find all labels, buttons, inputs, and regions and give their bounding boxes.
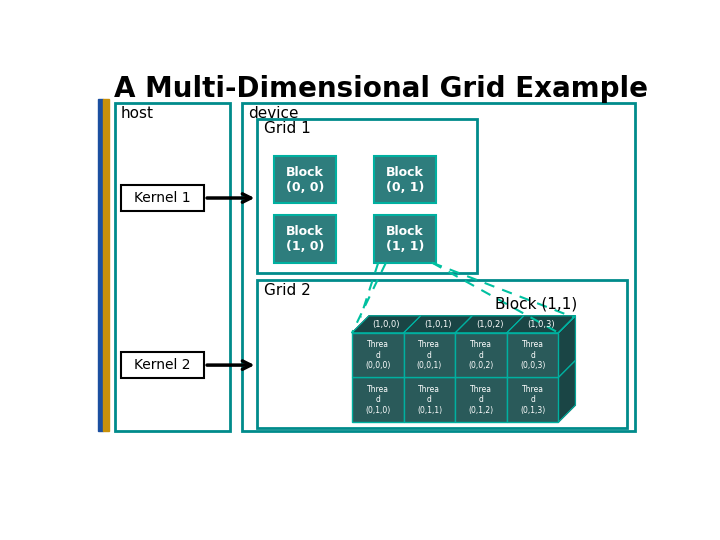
Text: host: host <box>121 106 154 120</box>
Bar <box>257 280 627 428</box>
Bar <box>352 333 404 377</box>
Bar <box>404 333 455 377</box>
Text: Block
(0, 0): Block (0, 0) <box>286 166 324 193</box>
Bar <box>352 377 404 422</box>
Bar <box>404 377 455 422</box>
Polygon shape <box>559 316 575 333</box>
Text: Threa
d
(0,0,3): Threa d (0,0,3) <box>520 340 545 370</box>
Polygon shape <box>559 316 575 377</box>
Polygon shape <box>352 316 420 333</box>
Bar <box>242 103 634 430</box>
Text: A Multi-Dimensional Grid Example: A Multi-Dimensional Grid Example <box>114 75 647 103</box>
Bar <box>455 377 507 422</box>
Text: Block
(1, 0): Block (1, 0) <box>286 225 324 253</box>
Bar <box>257 119 477 273</box>
Bar <box>115 103 230 430</box>
Polygon shape <box>507 316 575 333</box>
Bar <box>507 377 559 422</box>
Text: Threa
d
(0,1,2): Threa d (0,1,2) <box>469 385 494 415</box>
Bar <box>121 185 204 211</box>
Text: (1,0,3): (1,0,3) <box>527 320 555 329</box>
Bar <box>455 333 507 377</box>
Bar <box>374 156 436 204</box>
Text: Kernel 2: Kernel 2 <box>135 358 191 372</box>
Text: Threa
d
(0,0,2): Threa d (0,0,2) <box>469 340 494 370</box>
Polygon shape <box>455 316 523 333</box>
Text: Kernel 1: Kernel 1 <box>135 191 191 205</box>
Bar <box>274 156 336 204</box>
Text: (1,0,2): (1,0,2) <box>476 320 503 329</box>
Text: Block (1,1): Block (1,1) <box>495 297 577 312</box>
Bar <box>104 99 109 430</box>
Polygon shape <box>559 361 575 422</box>
Text: device: device <box>248 106 299 120</box>
Text: Block
(0, 1): Block (0, 1) <box>386 166 424 193</box>
Text: Threa
d
(0,0,1): Threa d (0,0,1) <box>417 340 442 370</box>
Text: Block
(1, 1): Block (1, 1) <box>386 225 424 253</box>
Text: Grid 1: Grid 1 <box>264 121 310 136</box>
Text: (1,0,1): (1,0,1) <box>424 320 451 329</box>
Polygon shape <box>404 316 472 333</box>
Bar <box>98 99 104 430</box>
Bar <box>274 215 336 262</box>
Text: Threa
d
(0,0,0): Threa d (0,0,0) <box>365 340 390 370</box>
Text: Grid 2: Grid 2 <box>264 283 310 298</box>
Bar <box>121 352 204 378</box>
Text: Threa
d
(0,1,0): Threa d (0,1,0) <box>365 385 390 415</box>
Text: Threa
d
(0,1,3): Threa d (0,1,3) <box>520 385 545 415</box>
Bar <box>374 215 436 262</box>
Text: (1,0,0): (1,0,0) <box>372 320 400 329</box>
Text: Threa
d
(0,1,1): Threa d (0,1,1) <box>417 385 442 415</box>
Bar <box>507 333 559 377</box>
